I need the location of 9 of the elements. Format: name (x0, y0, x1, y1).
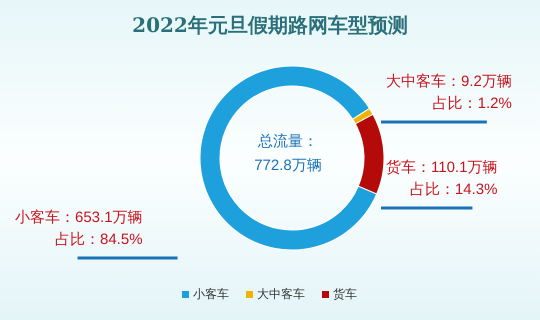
chart-title: 2022年元旦假期路网车型预测 (132, 13, 408, 37)
data-label: 货车：110.1万辆 (386, 159, 498, 176)
data-label: 小客车：653.1万辆 (15, 209, 143, 226)
legend-label: 货车 (333, 287, 357, 301)
text: 772.8万辆 (254, 157, 322, 174)
data-label: 大中客车：9.2万辆 (386, 73, 512, 90)
text: 总流量： (257, 133, 318, 150)
legend-label: 大中客车 (257, 287, 305, 301)
slice-label: 小客车 (193, 287, 229, 301)
